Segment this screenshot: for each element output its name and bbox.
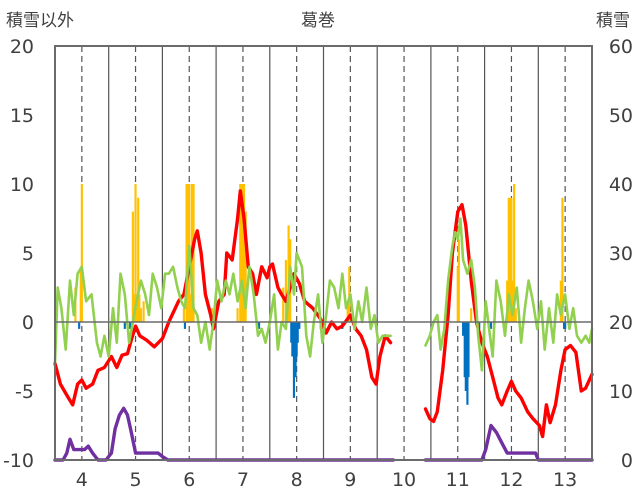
bar-positive — [189, 294, 192, 322]
bar-negative — [78, 322, 81, 329]
bar-negative — [464, 322, 467, 391]
bar-negative — [123, 322, 126, 329]
x-tick-label: 5 — [130, 469, 142, 491]
left-tick-label: 5 — [22, 243, 34, 265]
x-tick-labels: 4 5 6 7 8 9 10 11 12 13 — [76, 469, 577, 491]
series-line-0 — [53, 189, 393, 407]
bar-positive — [134, 184, 137, 322]
bar-positive — [511, 280, 514, 322]
bar-positive — [457, 239, 460, 322]
bar-positive — [282, 287, 285, 322]
bar-positive — [514, 308, 517, 322]
line-series — [53, 189, 594, 462]
right-tick-label: 40 — [609, 174, 633, 196]
right-axis-label: 積雪 — [596, 11, 630, 31]
bar-positive — [559, 280, 562, 322]
bar-positive — [236, 308, 239, 322]
bar-positive — [142, 301, 145, 322]
grid-lines — [81, 46, 566, 460]
left-tick-label: 20 — [10, 36, 34, 58]
bar-negative — [257, 322, 261, 329]
series-line-1 — [53, 244, 392, 365]
right-tick-label: 10 — [609, 381, 633, 403]
right-tick-label: 50 — [609, 105, 633, 127]
left-tick-label: 10 — [10, 174, 34, 196]
left-tick-label: -5 — [15, 381, 34, 403]
bar-positive — [185, 184, 188, 322]
left-tick-labels: -10 -5 0 5 10 15 20 — [3, 36, 34, 472]
series-line-2 — [423, 423, 594, 462]
plot-area-border — [54, 45, 593, 461]
right-tick-labels: 0 10 20 30 40 50 60 — [609, 36, 633, 472]
x-tick-label: 4 — [76, 469, 88, 491]
bar-negative — [183, 322, 187, 329]
right-tick-label: 0 — [621, 450, 633, 472]
right-tick-label: 60 — [609, 36, 633, 58]
bar-positive — [239, 184, 242, 322]
bar-positive — [182, 308, 185, 322]
bar-negative — [467, 322, 470, 378]
bar-positive — [513, 184, 516, 322]
x-tick-label: 8 — [291, 469, 303, 491]
bar-positive — [561, 197, 564, 322]
bar-negative — [129, 322, 132, 329]
x-tick-label: 13 — [553, 469, 577, 491]
x-tick-label: 10 — [392, 469, 416, 491]
right-tick-label: 20 — [609, 312, 633, 334]
bar-negative — [298, 322, 301, 329]
bar-positive — [346, 301, 349, 322]
bar-positive — [284, 259, 287, 322]
bar-positive — [132, 294, 136, 322]
series-line-0 — [423, 203, 594, 439]
bar-negative — [489, 322, 493, 329]
bar-positive — [507, 197, 510, 322]
x-tick-label: 11 — [446, 469, 470, 491]
bar-positive — [137, 197, 140, 322]
bar-positive — [510, 197, 513, 322]
bar-negative — [296, 322, 299, 343]
x-tick-label: 12 — [499, 469, 523, 491]
x-tick-label: 6 — [183, 469, 195, 491]
bar-positive — [244, 211, 247, 322]
bar-negative — [291, 322, 294, 357]
bar-positive — [470, 308, 473, 322]
chart-title: 葛巻 — [301, 11, 335, 31]
bar-negative — [564, 322, 567, 329]
bar-positive — [242, 184, 246, 322]
bar-positive — [131, 211, 134, 322]
left-tick-label: -10 — [3, 450, 34, 472]
x-tick-label: 7 — [237, 469, 249, 491]
bar-positive — [80, 184, 83, 322]
bar-positive — [138, 294, 141, 322]
left-tick-label: 0 — [22, 312, 34, 334]
bar-positive — [139, 308, 142, 322]
left-axis-label: 積雪以外 — [6, 11, 74, 31]
series-line-2 — [53, 406, 395, 462]
right-tick-label: 30 — [609, 243, 633, 265]
x-tick-label: 9 — [344, 469, 356, 491]
bar-negative — [478, 322, 481, 329]
bar-negative — [292, 322, 296, 398]
bar-positive — [135, 301, 138, 322]
bar-negative — [462, 322, 465, 336]
left-tick-label: 15 — [10, 105, 34, 127]
series-line-1 — [424, 217, 594, 372]
